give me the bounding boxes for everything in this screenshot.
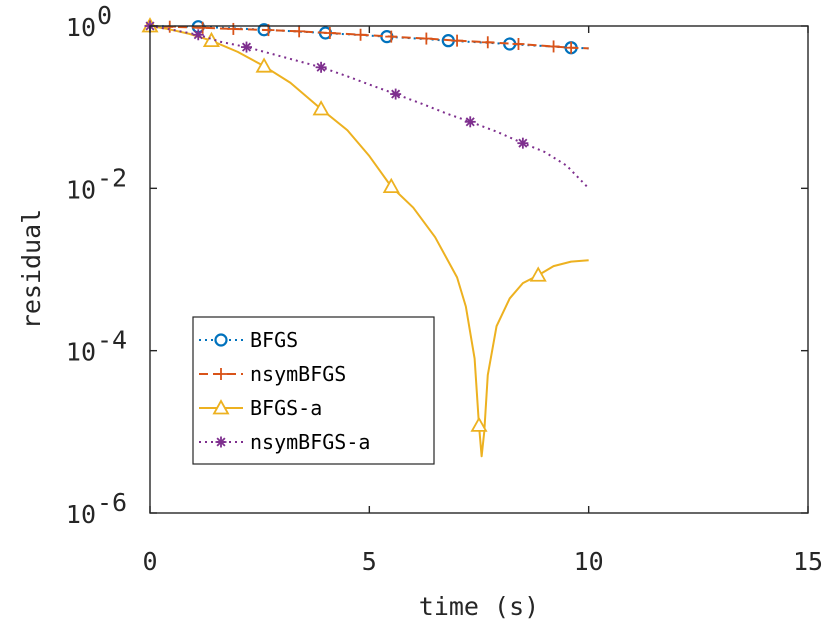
y-tick-exponent-4: 0 bbox=[97, 1, 112, 30]
series-2-marker-1 bbox=[163, 20, 176, 33]
series-2-marker-13 bbox=[547, 40, 560, 53]
legend-label-1: BFGS bbox=[250, 328, 298, 352]
series-4-marker-5 bbox=[390, 88, 402, 100]
y-axis-label: residual bbox=[17, 209, 46, 329]
x-tick-label-2: 5 bbox=[362, 547, 377, 576]
y-tick-label-3: 10 bbox=[66, 175, 96, 204]
series-2-marker-12 bbox=[512, 38, 525, 51]
series-2-marker-3 bbox=[227, 22, 240, 35]
legend-marker-1 bbox=[214, 333, 228, 347]
plot-frame bbox=[149, 25, 809, 514]
series-layer bbox=[141, 17, 590, 458]
series-2-marker-8 bbox=[385, 30, 398, 43]
series-2-marker-6 bbox=[323, 26, 336, 39]
legend-label-3: BFGS-a bbox=[250, 396, 322, 420]
x-axis-label: time (s) bbox=[419, 592, 539, 621]
x-tick-label-1: 0 bbox=[142, 547, 157, 576]
series-4-marker-3 bbox=[241, 41, 253, 53]
series-line-2 bbox=[149, 25, 589, 50]
y-tick-exponent-2: -4 bbox=[97, 326, 127, 355]
y-tick-exponent-3: -2 bbox=[97, 163, 127, 192]
ticks-layer bbox=[149, 25, 809, 514]
legend-label-2: nsymBFGS bbox=[250, 362, 346, 386]
series-2-marker-7 bbox=[354, 28, 367, 41]
legend-marker-2 bbox=[215, 368, 227, 380]
series-4-marker-2 bbox=[192, 29, 204, 41]
y-tick-label-1: 10 bbox=[66, 500, 96, 529]
series-2-marker-10 bbox=[451, 34, 464, 47]
series-2-marker-14 bbox=[565, 41, 578, 54]
series-3-marker-5 bbox=[382, 177, 400, 194]
legend-marker-3 bbox=[212, 399, 230, 415]
y-tick-exponent-1: -6 bbox=[97, 488, 127, 517]
series-3-marker-6 bbox=[470, 416, 488, 432]
series-3-marker-7 bbox=[529, 266, 547, 282]
legend: BFGS nsymBFGS BFGS-a nsymBFGS-a bbox=[192, 316, 435, 465]
series-3-marker-4 bbox=[312, 100, 330, 116]
x-tick-label-4: 15 bbox=[793, 547, 823, 576]
legend-box bbox=[192, 316, 435, 465]
series-2-marker-11 bbox=[481, 36, 494, 49]
series-4-marker-7 bbox=[517, 137, 529, 149]
legend-marker-4 bbox=[215, 436, 227, 448]
y-tick-label-2: 10 bbox=[66, 338, 96, 367]
series-4-marker-4 bbox=[315, 61, 327, 73]
series-4-marker-6 bbox=[464, 116, 476, 128]
x-tick-label-3: 10 bbox=[574, 547, 604, 576]
series-line-3 bbox=[149, 25, 589, 458]
series-2-marker-9 bbox=[420, 32, 433, 45]
y-tick-label-4: 10 bbox=[66, 13, 96, 42]
series-3-marker-3 bbox=[255, 57, 273, 73]
series-2-marker-2 bbox=[196, 21, 209, 34]
series-2-marker-5 bbox=[293, 25, 306, 38]
legend-label-4: nsymBFGS-a bbox=[250, 430, 370, 454]
